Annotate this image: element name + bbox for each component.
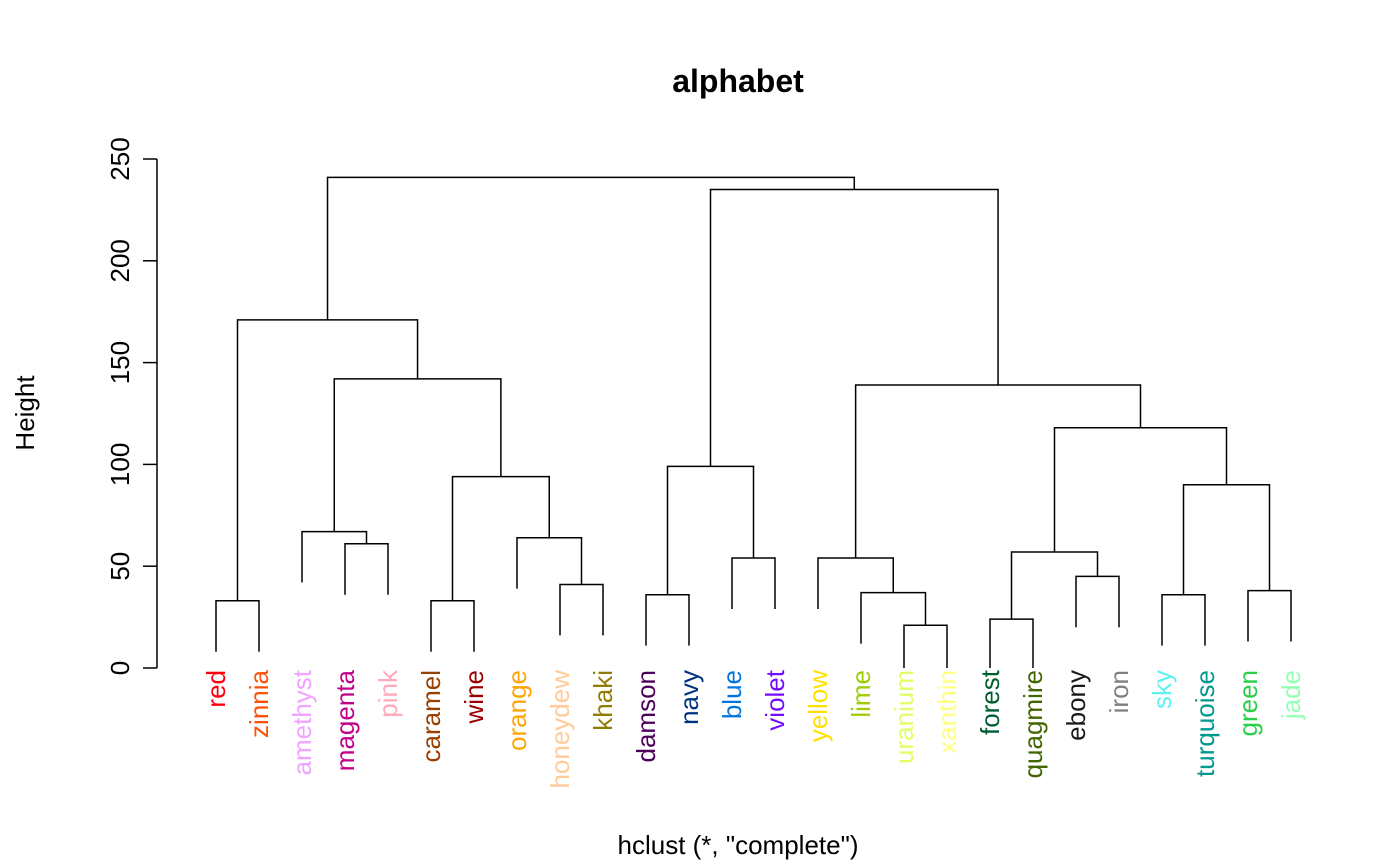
leaf-label-wine: wine — [459, 670, 489, 724]
y-tick-label: 250 — [105, 137, 135, 180]
leaf-label-xanthin: xanthin — [932, 670, 962, 754]
leaf-label-blue: blue — [717, 670, 747, 719]
dendrogram-branch — [854, 384, 1142, 559]
leaf-label-khaki: khaki — [588, 670, 618, 731]
dendrogram-branch — [1075, 575, 1120, 628]
dendrogram-branch — [326, 176, 856, 320]
dendrogram-branch — [236, 319, 419, 601]
leaf-label-lime: lime — [846, 670, 876, 718]
dendrogram-branch — [666, 465, 755, 595]
leaf-label-red: red — [201, 670, 231, 708]
leaf-label-green: green — [1233, 670, 1263, 737]
leaf-label-sky: sky — [1147, 670, 1177, 709]
dendrogram-branch — [1247, 589, 1292, 642]
leaf-label-yellow: yellow — [803, 670, 833, 742]
leaf-label-magenta: magenta — [330, 669, 360, 771]
leaf-label-turquoise: turquoise — [1190, 670, 1220, 777]
dendrogram-branch — [333, 378, 502, 532]
dendrogram-branch — [1161, 593, 1206, 646]
dendrogram-branch — [451, 475, 550, 601]
leaf-label-jade: jade — [1276, 670, 1306, 720]
x-axis-label: hclust (*, "complete") — [618, 830, 859, 860]
leaf-label-ebony: ebony — [1061, 670, 1091, 741]
leaf-label-quagmire: quagmire — [1018, 670, 1048, 778]
leaf-label-zinnia: zinnia — [244, 669, 274, 737]
leaf-label-amethyst: amethyst — [287, 669, 317, 775]
dendrogram-branch — [430, 600, 475, 652]
dendrogram-tree — [215, 176, 1292, 668]
leaf-label-violet: violet — [760, 669, 790, 730]
dendrogram-branch — [989, 618, 1034, 668]
dendrogram-branch — [903, 624, 948, 668]
dendrogram-branch — [516, 536, 583, 589]
dendrogram-branch — [1010, 551, 1099, 620]
chart-title: alphabet — [672, 63, 804, 99]
dendrogram-branch — [709, 188, 999, 467]
dendrogram-branch — [215, 600, 260, 652]
dendrogram-branch — [301, 530, 368, 583]
leaf-label-honeydew: honeydew — [545, 670, 575, 789]
dendrogram-branch — [860, 591, 927, 644]
y-axis-label: Height — [10, 375, 40, 451]
dendrogram-branch — [344, 543, 389, 595]
dendrogram-branch — [817, 557, 894, 609]
y-tick-label: 0 — [105, 661, 135, 675]
dendrogram-branch — [559, 583, 604, 636]
leaf-labels: red zinnia amethyst magenta pink caramel wine o… — [201, 669, 1306, 789]
y-tick-label: 50 — [105, 552, 135, 581]
leaf-label-iron: iron — [1104, 670, 1134, 713]
leaf-label-caramel: caramel — [416, 670, 446, 762]
leaf-label-pink: pink — [373, 669, 403, 718]
dendrogram-branch — [1053, 427, 1228, 552]
leaf-label-damson: damson — [631, 670, 661, 763]
dendrogram-branch — [1182, 484, 1271, 595]
y-axis: 0 50 100 150 200 250 — [105, 137, 158, 675]
y-tick-label: 100 — [105, 443, 135, 486]
leaf-label-orange: orange — [502, 670, 532, 751]
dendrogram-branch — [645, 593, 690, 646]
dendrogram-branch — [731, 557, 776, 609]
leaf-label-navy: navy — [674, 670, 704, 725]
y-tick-label: 150 — [105, 341, 135, 384]
leaf-label-uranium: uranium — [889, 670, 919, 764]
leaf-label-forest: forest — [975, 669, 1005, 735]
y-tick-label: 200 — [105, 239, 135, 282]
